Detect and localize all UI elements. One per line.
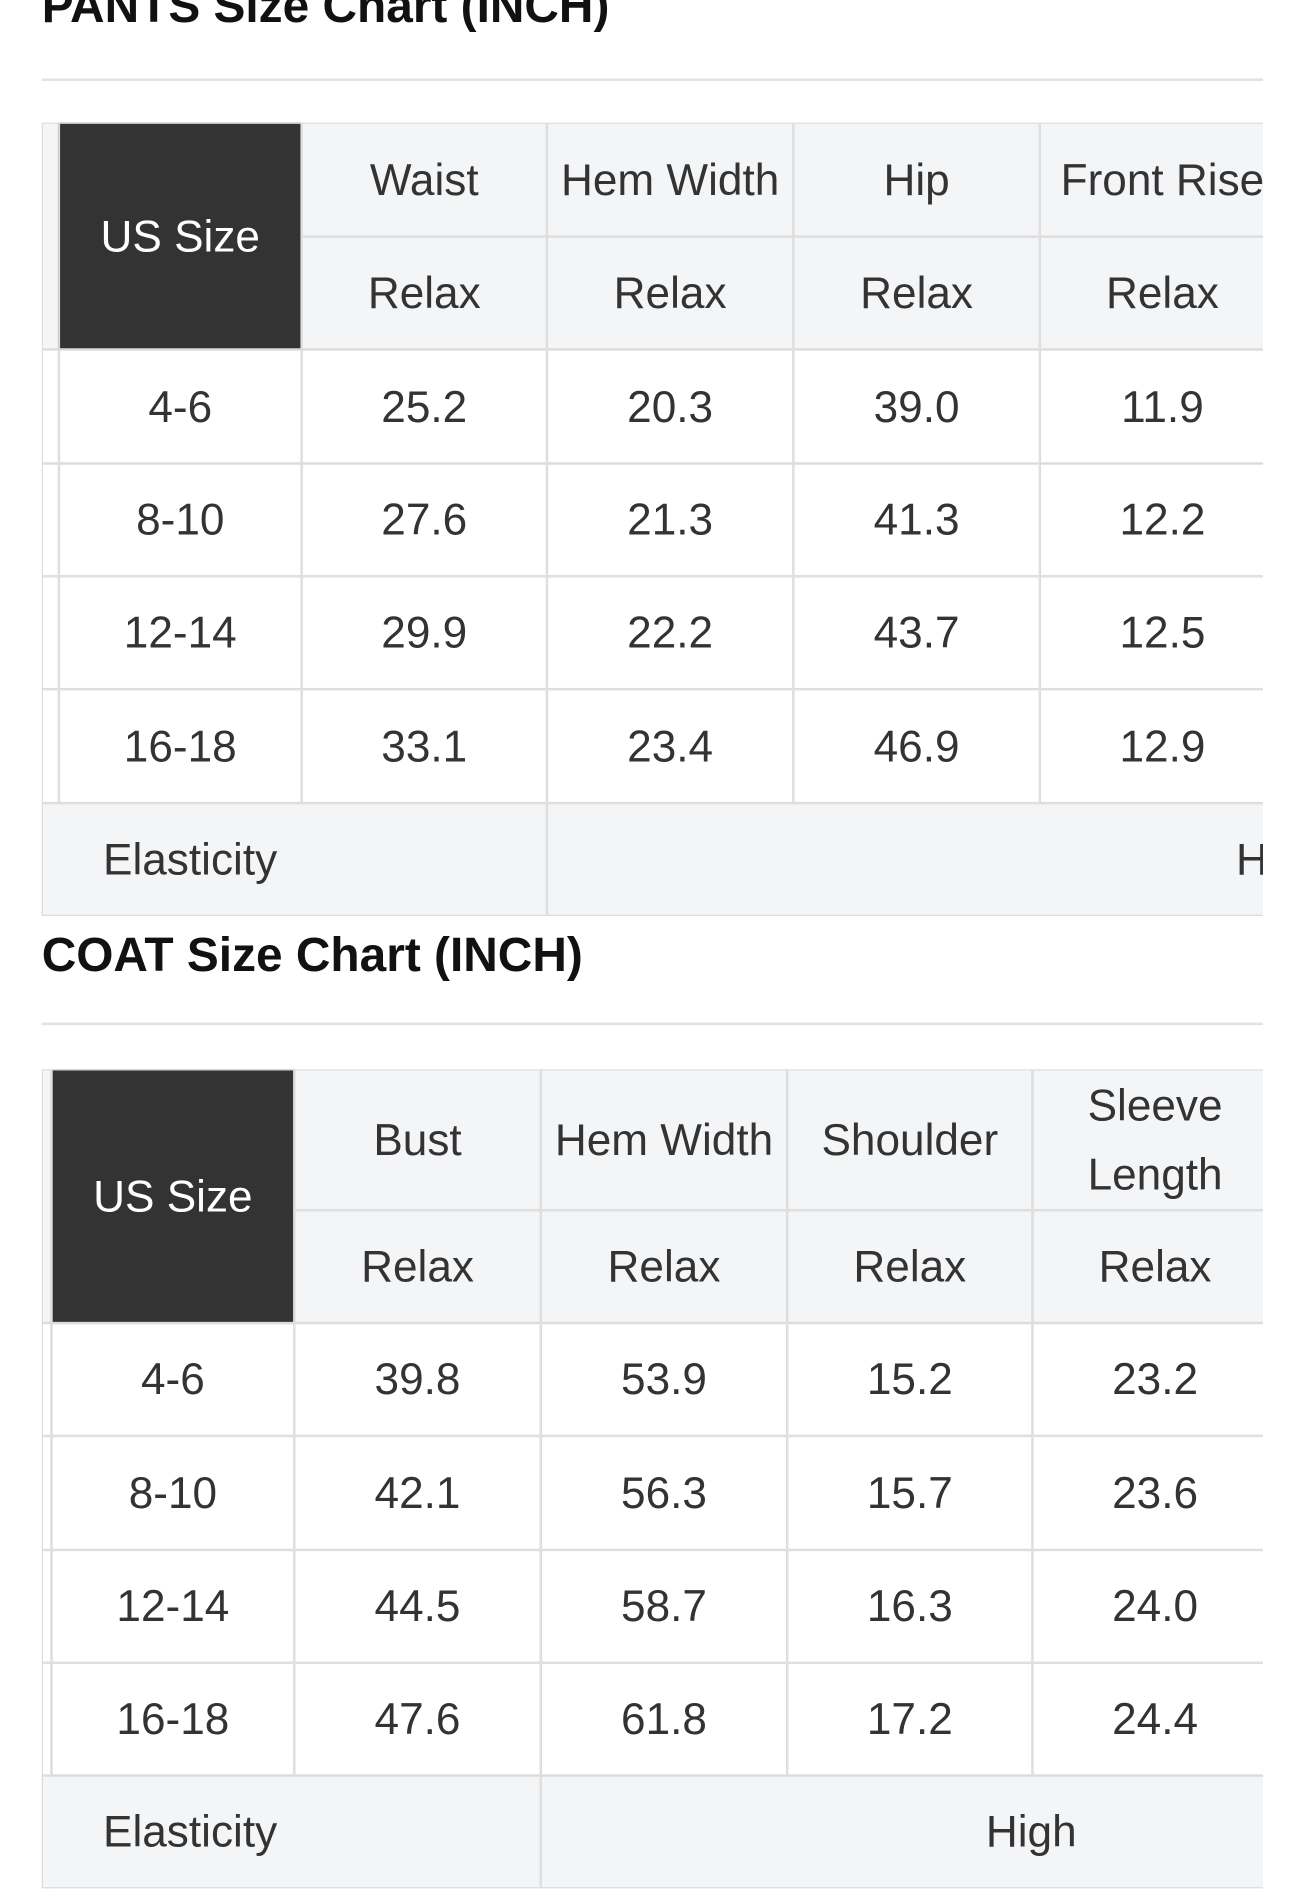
value-cell: 33.1 [301,689,547,804]
divider [41,78,1263,81]
value-cell: 53.9 [540,1323,788,1436]
measurement-header: Front Rise [1039,122,1263,237]
value-cell: 15.7 [787,1435,1033,1550]
fit-header: Relax [546,236,794,350]
size-cell: 16-18 [58,689,302,804]
value-cell: 25.2 [301,349,547,464]
pants-table: US Size Waist Relax Hem Width Relax Hip Relax F… [41,122,1263,918]
measurement-header: Sleeve Length [1032,1069,1263,1211]
measurement-header: Waist [301,122,547,237]
coat-table: US Size Bust Relax Hem Width Relax Shoulder Re… [41,1069,1263,1889]
measurement-header: Hem Width [540,1069,788,1211]
edge-cell [41,576,59,690]
value-cell: 23.4 [546,689,794,804]
value-cell: 12.9 [1039,689,1263,804]
size-cell: 8-10 [51,1435,295,1550]
value-cell: 12.2 [1039,463,1263,577]
edge-cell [41,122,59,350]
size-cell: 16-18 [51,1662,295,1776]
pants-title: PANTS Size Chart (INCH) [41,0,610,34]
fit-header: Relax [301,236,547,350]
size-header: US Size [51,1069,295,1324]
value-cell: 21.3 [546,463,794,577]
value-cell: 61.8 [540,1662,788,1776]
elasticity-label: Elasticity [41,1775,541,1889]
value-cell: 58.7 [540,1549,788,1663]
edge-cell [41,1662,52,1776]
value-cell: 23.2 [1032,1323,1263,1436]
edge-cell [41,1069,52,1324]
value-cell: 42.1 [294,1435,541,1550]
measurement-header: Hem Width [546,122,794,237]
fit-header: Relax [787,1210,1033,1324]
value-cell: 12.5 [1039,576,1263,690]
edge-cell [41,1549,52,1663]
edge-cell [41,463,59,577]
value-cell: 39.8 [294,1323,541,1436]
value-cell: 44.5 [294,1549,541,1663]
value-cell: 29.9 [301,576,547,690]
value-cell: 11.9 [1039,349,1263,464]
value-cell: 56.3 [540,1435,788,1550]
edge-cell [41,1435,52,1550]
elasticity-label: Elasticity [41,803,547,916]
value-cell: 41.3 [793,463,1040,577]
elasticity-value: High [540,1775,1263,1889]
size-cell: 4-6 [51,1323,295,1436]
size-cell: 12-14 [51,1549,295,1663]
coat-title: COAT Size Chart (INCH) [41,929,583,983]
size-cell: 8-10 [58,463,302,577]
value-cell: 43.7 [793,576,1040,690]
measurement-header: Bust [294,1069,541,1211]
fit-header: Relax [793,236,1040,350]
elasticity-value: High [546,803,1263,916]
value-cell: 20.3 [546,349,794,464]
fit-header: Relax [294,1210,541,1324]
edge-cell [41,689,59,804]
value-cell: 27.6 [301,463,547,577]
size-cell: 4-6 [58,349,302,464]
fit-header: Relax [1039,236,1263,350]
measurement-header: Shoulder [787,1069,1033,1211]
size-header: US Size [58,122,302,350]
value-cell: 47.6 [294,1662,541,1776]
value-cell: 22.2 [546,576,794,690]
fit-header: Relax [540,1210,788,1324]
edge-cell [41,349,59,464]
edge-cell [41,1323,52,1436]
value-cell: 17.2 [787,1662,1033,1776]
value-cell: 23.6 [1032,1435,1263,1550]
value-cell: 24.4 [1032,1662,1263,1776]
value-cell: 16.3 [787,1549,1033,1663]
divider [41,1022,1263,1026]
value-cell: 39.0 [793,349,1040,464]
value-cell: 15.2 [787,1323,1033,1436]
fit-header: Relax [1032,1210,1263,1324]
size-cell: 12-14 [58,576,302,690]
value-cell: 46.9 [793,689,1040,804]
value-cell: 24.0 [1032,1549,1263,1663]
measurement-header: Hip [793,122,1040,237]
